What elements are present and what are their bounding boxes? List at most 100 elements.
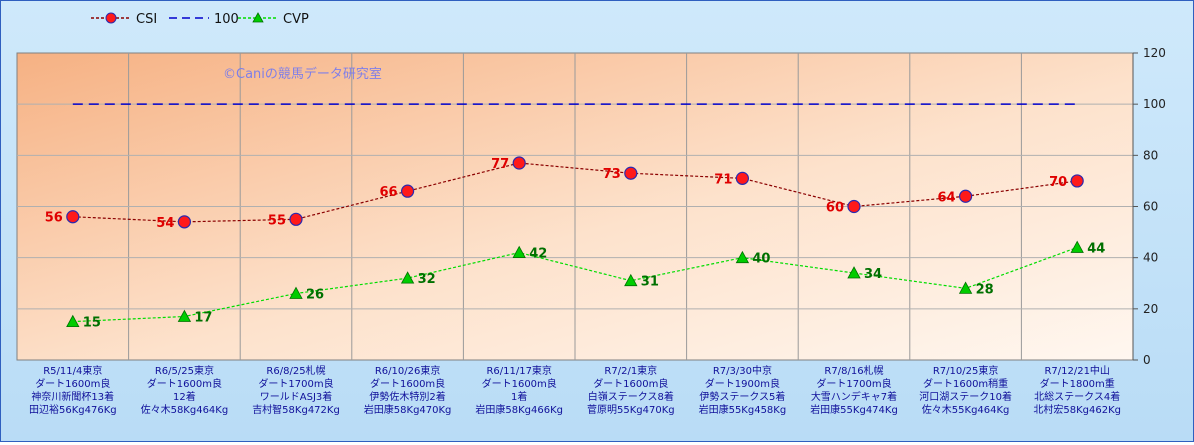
y-tick-label: 120 (1143, 46, 1166, 60)
data-label: 26 (306, 287, 324, 302)
x-tick-label: R6/11/17東京ダート1600m良 1着岩田康58Kg466Kg (475, 364, 563, 416)
data-point (512, 245, 526, 258)
y-tick-label: 80 (1143, 148, 1158, 162)
x-tick-label-line: ダート1600m稍重 (923, 377, 1008, 390)
data-point (624, 273, 638, 287)
x-tick-label-line: 神奈川新聞杯13着 (31, 390, 114, 403)
x-tick-label-line: R6/11/17東京 (486, 364, 552, 377)
x-tick-label-line: 岩田康58Kg470Kg (364, 403, 452, 416)
x-tick-label-line: ダート1600m良 (593, 377, 668, 390)
data-point (1070, 240, 1084, 253)
data-label: 42 (529, 247, 547, 262)
x-tick-label-line: 北総ステークス4着 (1034, 390, 1120, 403)
data-label: 34 (864, 267, 882, 282)
x-tick-label-line: ダート1600m良 (35, 377, 110, 390)
x-tick-label-line: 河口湖ステーク10着 (919, 390, 1012, 403)
data-point (847, 266, 861, 279)
x-tick-label-line: 12着 (173, 390, 196, 403)
x-tick-label: R7/2/1東京ダート1600m良白嶺ステークス8着菅原明55Kg470Kg (587, 364, 675, 416)
data-label: 60 (826, 201, 844, 216)
legend-label: 100 (214, 12, 239, 27)
x-tick-label-line: R7/12/21中山 (1044, 364, 1110, 377)
x-tick-label-line: ダート1900m良 (705, 377, 780, 390)
x-tick-label: R7/12/21中山ダート1800m重北総ステークス4着北村宏58Kg462Kg (1033, 364, 1121, 416)
series-csi: 56 54 55 66 77 73 71 60 64 70 (45, 156, 1084, 231)
data-label: 55 (268, 213, 286, 228)
data-label: 15 (83, 316, 101, 331)
x-tick-label-line: 岩田康55Kg458Kg (699, 403, 787, 416)
x-tick-label-line: 岩田康55Kg474Kg (810, 403, 898, 416)
data-label: 28 (976, 282, 994, 297)
series-cvp: 15 17 26 32 42 31 40 34 28 44 (66, 240, 1105, 331)
x-tick-label: R7/3/30中京ダート1900m良伊勢ステークス5着岩田康55Kg458Kg (699, 364, 787, 416)
x-tick-label-line: R7/10/25東京 (933, 364, 999, 377)
data-point (1070, 174, 1084, 188)
data-point (400, 271, 415, 284)
legend-marker (105, 12, 117, 24)
x-tick-label-line: 大雪ハンデキャ7着 (811, 390, 897, 403)
data-point (735, 171, 750, 185)
data-label: 73 (603, 167, 621, 182)
x-tick-label-line: R7/2/1東京 (604, 364, 657, 377)
x-tick-label-line: 白嶺ステークス8着 (588, 390, 674, 403)
data-point (624, 166, 638, 180)
data-label: 64 (938, 190, 956, 205)
data-point (735, 250, 750, 264)
x-tick-label-line: 田辺裕56Kg476Kg (29, 403, 117, 416)
data-point (66, 210, 80, 224)
x-tick-label-line: ダート1600m良 (370, 377, 445, 390)
x-tick-label-line: 佐々木58Kg464Kg (141, 404, 229, 416)
legend-marker (252, 12, 264, 23)
data-label: 44 (1087, 241, 1105, 256)
y-tick-label: 60 (1143, 200, 1158, 214)
series-line (72, 246, 1078, 323)
x-tick-label-line: 岩田康58Kg466Kg (475, 403, 563, 416)
x-tick-label-line: ダート1800m重 (1040, 377, 1115, 390)
data-label: 32 (418, 272, 436, 287)
x-tick-label-line: R5/11/4東京 (43, 364, 102, 377)
data-label: 56 (45, 211, 63, 226)
legend-item-100: 100 (169, 12, 239, 27)
data-label: 66 (380, 185, 398, 200)
legend-item-cvp: CVP (238, 12, 309, 27)
x-tick-label: R7/8/16札幌ダート1700m良大雪ハンデキャ7着岩田康55Kg474Kg (810, 364, 898, 416)
x-tick-label-line: ワールドASJ3着 (260, 390, 333, 403)
x-tick-label: R6/10/26東京ダート1600m良伊勢佐木特別2着岩田康58Kg470Kg (364, 364, 452, 416)
data-label: 40 (752, 252, 770, 267)
x-axis-labels: R5/11/4東京ダート1600m良神奈川新聞杯13着田辺裕56Kg476KgR… (29, 364, 1121, 416)
legend: CSI 100 CVP (91, 12, 309, 27)
data-point (66, 314, 80, 328)
x-tick-label-line: ダート1600m良 (147, 377, 222, 390)
x-tick-label: R7/10/25東京ダート1600m稍重河口湖ステーク10着佐々木55Kg464… (919, 364, 1012, 416)
y-tick-label: 40 (1143, 251, 1158, 265)
y-tick-label: 100 (1143, 97, 1166, 111)
legend-item-csi: CSI (91, 12, 157, 27)
data-label: 17 (194, 311, 212, 326)
x-tick-label-line: R7/8/16札幌 (824, 364, 883, 377)
x-tick-label: R5/11/4東京ダート1600m良神奈川新聞杯13着田辺裕56Kg476Kg (29, 364, 117, 416)
series-line (72, 162, 1078, 223)
x-tick-label-line: R6/8/25札幌 (266, 364, 325, 377)
data-label: 71 (714, 172, 732, 187)
data-point (289, 212, 303, 226)
x-tick-label-line: R7/3/30中京 (713, 364, 772, 377)
data-label: 70 (1049, 175, 1067, 190)
legend-label: CVP (283, 12, 309, 27)
data-point (177, 309, 192, 322)
x-tick-label-line: 佐々木55Kg464Kg (922, 404, 1010, 416)
data-point (512, 156, 526, 170)
x-tick-label: R6/5/25東京ダート1600m良 12着佐々木58Kg464Kg (141, 364, 229, 416)
y-tick-label: 20 (1143, 302, 1158, 316)
y-tick-label: 0 (1143, 353, 1151, 367)
x-tick-label-line: 伊勢佐木特別2着 (369, 390, 445, 403)
data-point (289, 286, 303, 299)
x-tick-label-line: 菅原明55Kg470Kg (587, 404, 675, 416)
x-tick-label-line: 1着 (511, 390, 527, 403)
x-tick-label-line: 吉村智58Kg472Kg (252, 403, 340, 416)
x-tick-label-line: R6/5/25東京 (155, 364, 214, 377)
x-tick-label-line: ダート1600m良 (482, 377, 557, 390)
y-axis: 0 20 40 60 80 100 120 (1132, 46, 1166, 367)
x-tick-label-line: 伊勢ステークス5着 (699, 390, 785, 403)
